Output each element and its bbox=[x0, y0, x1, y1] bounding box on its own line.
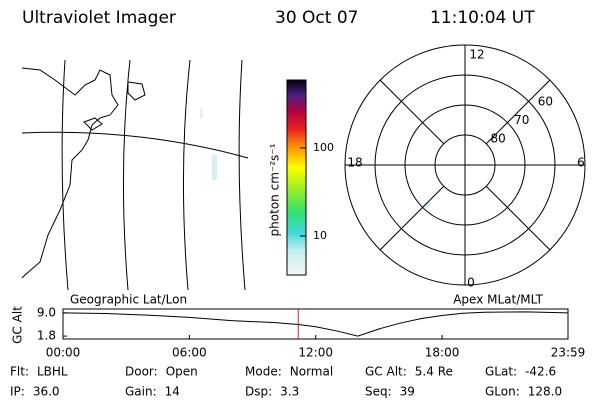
x-tick-label: 18:00 bbox=[425, 346, 460, 360]
field-value: Normal bbox=[290, 365, 333, 379]
field-label: GLon: bbox=[485, 385, 520, 399]
mlt-label: 6 bbox=[577, 156, 585, 170]
coastline bbox=[21, 67, 119, 279]
polar-spoke bbox=[379, 185, 445, 251]
timeline-frame bbox=[62, 308, 569, 340]
colorbar bbox=[286, 79, 307, 276]
y-tick-label: 1.8 bbox=[37, 329, 56, 343]
field-value: 128.0 bbox=[528, 385, 562, 399]
meridian bbox=[238, 59, 246, 291]
field-value: LBHL bbox=[37, 365, 68, 379]
mlt-label: 12 bbox=[469, 48, 484, 62]
altitude-curve bbox=[62, 311, 569, 337]
field-label: GLat: bbox=[485, 365, 517, 379]
field-label: Dsp: bbox=[245, 385, 272, 399]
polar-spoke bbox=[485, 79, 551, 145]
mlt-label: 18 bbox=[347, 156, 362, 170]
meridian bbox=[61, 59, 69, 291]
polar-ring-label: 60 bbox=[538, 95, 553, 109]
emission bbox=[200, 108, 203, 118]
field-value: 5.4 Re bbox=[415, 365, 453, 379]
field-value: 36.0 bbox=[33, 385, 60, 399]
x-tick-label: 06:00 bbox=[172, 346, 207, 360]
title: Ultraviolet Imager bbox=[22, 8, 176, 28]
coastline bbox=[83, 117, 103, 131]
field-label: Flt: bbox=[10, 365, 29, 379]
date: 30 Oct 07 bbox=[275, 8, 358, 28]
timeline-left-label: Geographic Lat/Lon bbox=[70, 293, 187, 307]
field-label: GC Alt: bbox=[365, 365, 407, 379]
field-value: 39 bbox=[400, 385, 415, 399]
colorbar-tick-label: 10 bbox=[313, 229, 327, 242]
colorbar-label: photon cm⁻²s⁻¹ bbox=[268, 143, 282, 236]
polar-ring-label: 70 bbox=[514, 113, 529, 127]
timeline-right-label: Apex MLat/MLT bbox=[453, 293, 543, 307]
emission bbox=[424, 202, 430, 208]
y-tick-label: 9.0 bbox=[37, 305, 56, 319]
field-value: -42.6 bbox=[525, 365, 556, 379]
field-value: Open bbox=[166, 365, 198, 379]
coastline bbox=[127, 81, 146, 101]
polar-spoke bbox=[379, 79, 445, 145]
x-tick-label: 12:00 bbox=[298, 346, 333, 360]
mlt-label: 0 bbox=[467, 276, 475, 290]
x-tick-label: 23:59 bbox=[551, 346, 586, 360]
x-tick-label: 00:00 bbox=[46, 346, 81, 360]
field-label: Door: bbox=[125, 365, 158, 379]
meridian bbox=[182, 59, 191, 291]
field-label: IP: bbox=[10, 385, 25, 399]
meridian bbox=[122, 59, 131, 291]
time: 11:10:04 UT bbox=[430, 8, 535, 28]
polar-ring-label: 80 bbox=[490, 132, 505, 146]
map bbox=[21, 59, 249, 291]
polar-spoke bbox=[485, 185, 551, 251]
field-value: 14 bbox=[165, 385, 180, 399]
field-label: Mode: bbox=[245, 365, 282, 379]
field-label: Gain: bbox=[125, 385, 157, 399]
parallel bbox=[21, 131, 249, 159]
colorbar-tick-label: 100 bbox=[313, 141, 334, 154]
y-axis-label: GC Alt bbox=[11, 306, 25, 344]
field-value: 3.3 bbox=[280, 385, 299, 399]
field-label: Seq: bbox=[365, 385, 392, 399]
emission bbox=[212, 155, 217, 180]
